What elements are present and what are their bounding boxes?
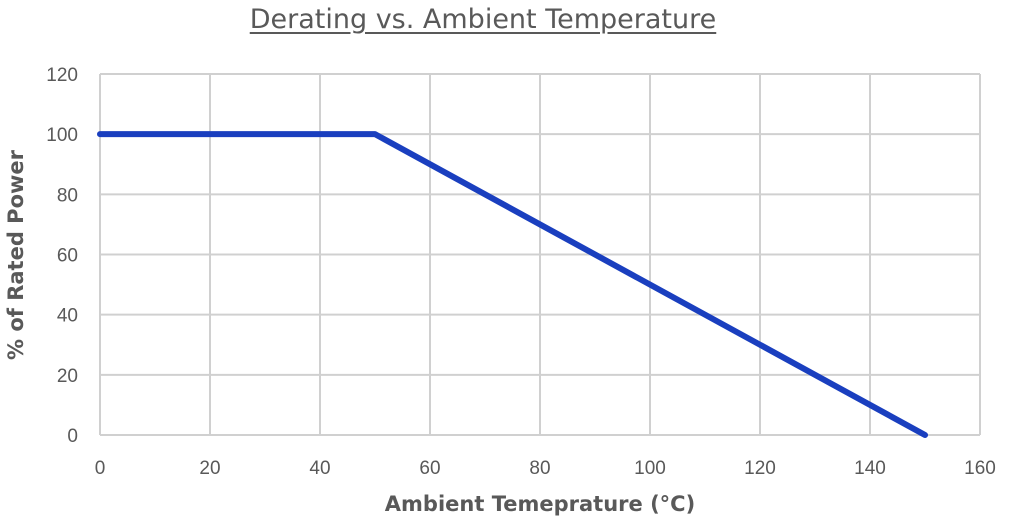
x-tick-label-20: 20 [199, 458, 220, 479]
x-tick-label-60: 60 [419, 458, 440, 479]
x-tick-label-160: 160 [964, 458, 996, 479]
x-tick-label-100: 100 [634, 458, 666, 479]
x-axis-label: Ambient Temeprature (°C) [384, 492, 696, 516]
y-tick-label-40: 40 [57, 306, 78, 327]
x-tick-label-140: 140 [854, 458, 886, 479]
y-tick-label-20: 20 [57, 366, 78, 387]
series-line-0 [97, 131, 928, 438]
y-tick-label-120: 120 [46, 65, 78, 86]
y-tick-label-80: 80 [57, 185, 78, 206]
x-tick-label-80: 80 [529, 458, 550, 479]
y-tick-label-100: 100 [46, 125, 78, 146]
x-tick-label-40: 40 [309, 458, 330, 479]
y-tick-label-0: 0 [67, 426, 78, 447]
grid [99, 73, 981, 436]
x-tick-label-120: 120 [744, 458, 776, 479]
chart-title: Derating vs. Ambient Temperature [249, 4, 717, 35]
x-tick-label-0: 0 [95, 458, 106, 479]
tick-labels: 0 20 40 60 80 100 120 0 20 40 60 80 100 120 140 160 [46, 65, 996, 479]
y-tick-label-60: 60 [57, 246, 78, 267]
series-group [97, 131, 928, 438]
